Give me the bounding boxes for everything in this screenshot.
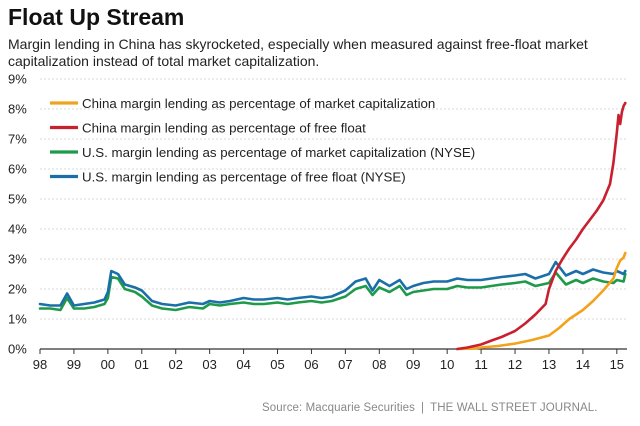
legend-label: U.S. margin lending as percentage of fre… [82, 169, 406, 184]
x-tick-label: 10 [440, 357, 454, 372]
x-tick-label: 15 [610, 357, 624, 372]
legend-label: U.S. margin lending as percentage of mar… [82, 145, 475, 160]
y-tick-label: 9% [8, 72, 27, 87]
x-tick-label: 03 [202, 357, 216, 372]
y-tick-label: 5% [8, 192, 27, 207]
series-line-1 [456, 101, 627, 351]
x-tick-label: 08 [372, 357, 386, 372]
x-tick-label: 07 [338, 357, 352, 372]
x-tick-label: 09 [406, 357, 420, 372]
x-tick-label: 98 [33, 357, 47, 372]
x-tick-label: 06 [304, 357, 318, 372]
x-tick-label: 13 [542, 357, 556, 372]
x-tick-label: 04 [236, 357, 250, 372]
x-tick-label: 05 [270, 357, 284, 372]
legend: China margin lending as percentage of ma… [50, 96, 475, 184]
x-tick-label: 11 [474, 357, 488, 372]
series-lines [38, 101, 627, 351]
y-tick-label: 7% [8, 132, 27, 147]
series-line-3 [38, 260, 627, 307]
x-tick-label: 14 [576, 357, 590, 372]
source-text: Source: Macquarie Securities [262, 402, 416, 414]
legend-label: China margin lending as percentage of fr… [82, 120, 366, 135]
chart-subtitle: Margin lending in China has skyrocketed,… [8, 36, 588, 69]
y-axis: 0% 1% 2% 3% 4% 5% 6% 7% 8% 9% [8, 72, 27, 357]
y-tick-label: 4% [8, 222, 27, 237]
source-note: Source: Macquarie Securities | THE WALL ST… [262, 402, 598, 414]
y-tick-label: 0% [8, 342, 27, 357]
line-chart: 0% 1% 2% 3% 4% 5% 6% 7% 8% 9% 98 99 00 01 02 03 04 05 06 0… [8, 72, 627, 372]
x-tick-label: 01 [135, 357, 149, 372]
y-tick-label: 6% [8, 162, 27, 177]
x-tick-label: 00 [101, 357, 115, 372]
legend-label: China margin lending as percentage of ma… [82, 96, 435, 111]
x-tick-label: 12 [508, 357, 522, 372]
y-tick-label: 2% [8, 282, 27, 297]
series-line-0 [456, 251, 627, 351]
publisher-name: THE WALL STREET JOURNAL. [430, 402, 598, 414]
series-line-2 [38, 271, 627, 312]
y-tick-label: 1% [8, 312, 27, 327]
source-separator: | [421, 402, 425, 414]
x-tick-label: 99 [67, 357, 81, 372]
chart-title: Float Up Stream [8, 4, 185, 30]
x-axis: 98 99 00 01 02 03 04 05 06 07 08 09 10 11 12 13 14 15 [33, 349, 624, 372]
y-tick-label: 3% [8, 252, 27, 267]
x-tick-label: 02 [168, 357, 182, 372]
y-tick-label: 8% [8, 102, 27, 117]
